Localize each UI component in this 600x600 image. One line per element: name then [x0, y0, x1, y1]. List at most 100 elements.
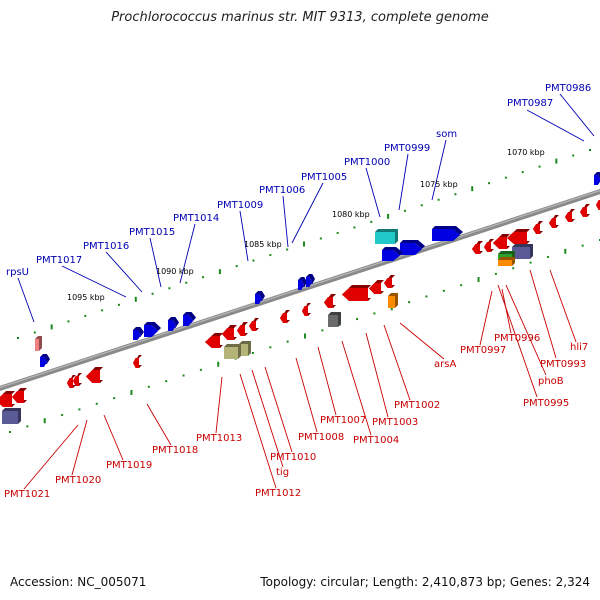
gene-label[interactable]: PMT1018 — [152, 445, 198, 456]
forward-gene-arrow[interactable] — [400, 240, 425, 255]
gene-label[interactable]: PMT1016 — [83, 241, 129, 252]
reverse-gene-arrow[interactable] — [507, 229, 530, 244]
reverse-gene-arrow[interactable] — [73, 373, 82, 386]
leader-line — [146, 403, 172, 446]
gene-label[interactable]: PMT1017 — [36, 255, 82, 266]
gene-label[interactable]: PMT0995 — [523, 398, 569, 409]
gene-label[interactable]: PMT1012 — [255, 488, 301, 499]
reverse-gene-arrow[interactable] — [12, 388, 27, 403]
reverse-gene-arrow[interactable] — [565, 209, 575, 222]
reverse-gene-arrow[interactable] — [580, 204, 590, 217]
reverse-gene-arrow[interactable] — [596, 197, 600, 210]
gene-label[interactable]: rpsU — [6, 267, 29, 278]
gene-label[interactable]: PMT1014 — [173, 213, 219, 224]
reverse-gene-arrow[interactable] — [533, 221, 543, 234]
reverse-gene-arrow[interactable] — [205, 333, 223, 348]
forward-gene-arrow[interactable] — [255, 291, 265, 304]
reverse-gene-arrow[interactable] — [86, 367, 103, 383]
leader-line — [264, 366, 293, 453]
leader-line — [23, 424, 79, 490]
gene-label[interactable]: PMT0996 — [494, 333, 540, 344]
forward-gene-arrow[interactable] — [183, 312, 196, 326]
reverse-gene-arrow[interactable] — [0, 391, 15, 407]
reverse-gene-arrow[interactable] — [249, 318, 259, 331]
gene-label[interactable]: PMT1008 — [298, 432, 344, 443]
gene-label[interactable]: PMT0999 — [384, 143, 430, 154]
reverse-gene-arrow[interactable] — [302, 303, 311, 316]
gene-label[interactable]: PMT0993 — [540, 359, 586, 370]
forward-gene-arrow[interactable] — [298, 277, 307, 290]
forward-gene-arrow[interactable] — [382, 247, 403, 261]
reverse-gene-arrow[interactable] — [384, 275, 395, 288]
forward-gene-box[interactable] — [375, 229, 398, 244]
gene-label[interactable]: PMT1003 — [372, 417, 418, 428]
rna-feature-box[interactable] — [498, 257, 515, 266]
reverse-gene-arrow[interactable] — [280, 310, 290, 323]
gene-label[interactable]: arsA — [434, 359, 456, 370]
reverse-gene-arrow[interactable] — [133, 355, 142, 368]
gene-label[interactable]: PMT1013 — [196, 433, 242, 444]
rna-feature-box[interactable] — [35, 336, 42, 351]
gene-label[interactable]: PMT1005 — [301, 172, 347, 183]
forward-gene-arrow[interactable] — [40, 354, 50, 367]
gene-label[interactable]: PMT1000 — [344, 157, 390, 168]
gene-label[interactable]: phoB — [538, 376, 564, 387]
rna-feature-box[interactable] — [2, 408, 21, 424]
forward-gene-arrow[interactable] — [594, 172, 600, 185]
forward-gene-arrow[interactable] — [133, 327, 144, 340]
rna-feature-box[interactable] — [388, 293, 398, 308]
forward-gene-arrow[interactable] — [144, 322, 161, 337]
gene-label[interactable]: PMT1015 — [129, 227, 175, 238]
reverse-gene-arrow[interactable] — [484, 239, 494, 252]
rna-feature-box[interactable] — [239, 341, 251, 356]
gene-label[interactable]: PMT1020 — [55, 475, 101, 486]
forward-gene-arrow[interactable] — [432, 226, 463, 241]
outer-minor-tick — [168, 287, 171, 290]
outer-minor-tick — [521, 171, 524, 174]
gene-label[interactable]: PMT1004 — [353, 435, 399, 446]
inner-minor-tick — [147, 385, 150, 388]
outer-minor-tick — [353, 226, 356, 229]
gene-label[interactable]: PMT1019 — [106, 460, 152, 471]
reverse-gene-arrow[interactable] — [342, 285, 371, 301]
reverse-gene-arrow[interactable] — [472, 241, 483, 254]
gene-label[interactable]: som — [436, 129, 457, 140]
gene-label[interactable]: PMT1006 — [259, 185, 305, 196]
rna-feature-box[interactable] — [224, 344, 241, 359]
inner-major-tick — [304, 333, 306, 339]
outer-minor-tick — [572, 154, 575, 157]
reverse-gene-arrow[interactable] — [67, 375, 76, 388]
inner-minor-tick — [512, 267, 515, 270]
gene-label[interactable]: PMT0986 — [545, 83, 591, 94]
label-leaders — [17, 93, 595, 490]
reverse-gene-arrow[interactable] — [493, 234, 510, 249]
gene-label[interactable]: PMT1007 — [320, 415, 366, 426]
topology-text: Topology: circular; Length: 2,410,873 bp… — [260, 575, 590, 589]
forward-gene-arrow[interactable] — [168, 317, 179, 331]
inner-tick-track — [9, 239, 600, 433]
leader-line — [431, 139, 447, 201]
forward-gene-arrow[interactable] — [306, 274, 315, 287]
gene-label[interactable]: PMT0987 — [507, 98, 553, 109]
gene-label[interactable]: hli7 — [570, 342, 588, 353]
reverse-gene-arrow[interactable] — [369, 280, 384, 294]
inner-major-tick — [217, 361, 220, 367]
reverse-gene-arrow[interactable] — [324, 294, 336, 308]
gene-label[interactable]: PMT1009 — [217, 200, 263, 211]
reverse-gene-arrow[interactable] — [222, 325, 237, 340]
outer-minor-tick — [235, 265, 238, 268]
gene-label[interactable]: PMT0997 — [460, 345, 506, 356]
inner-minor-tick — [442, 289, 445, 292]
scale-label: 1090 kbp — [156, 267, 194, 276]
gene-label[interactable]: tig — [276, 467, 289, 478]
reverse-gene-arrow[interactable] — [237, 322, 248, 336]
gene-label[interactable]: PMT1010 — [270, 452, 316, 463]
rna-feature-box[interactable] — [328, 312, 341, 327]
gene-label[interactable]: PMT1002 — [394, 400, 440, 411]
outer-minor-tick — [17, 337, 19, 339]
rna-feature-box[interactable] — [512, 244, 533, 259]
gene-label[interactable]: PMT1021 — [4, 489, 50, 500]
outer-major-tick — [555, 158, 558, 164]
reverse-gene-arrow[interactable] — [549, 215, 559, 228]
scale-label: 1075 kbp — [420, 180, 458, 189]
